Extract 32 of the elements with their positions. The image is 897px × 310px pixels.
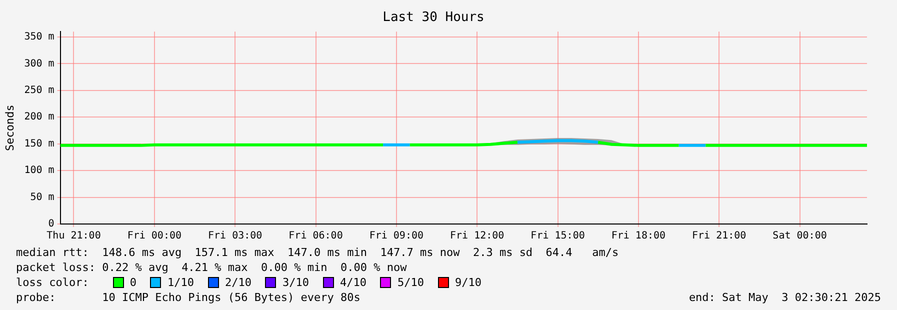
text: probe: 10 ICMP Echo Pings (56 Bytes) every 80s <box>16 290 360 305</box>
x-tick-label: Fri 00:00 <box>127 230 182 242</box>
legend-label: 9/10 <box>454 275 482 290</box>
y-tick-label: 250 m <box>24 84 54 96</box>
x-tick-label: Fri 09:00 <box>369 230 424 242</box>
x-tick-label: Fri 03:00 <box>208 230 262 242</box>
x-tick-label: Fri 21:00 <box>692 230 746 242</box>
legend-label: 0 <box>130 275 136 290</box>
x-tick-label: Fri 15:00 <box>530 230 585 242</box>
y-tick-label: 50 m <box>30 192 54 203</box>
x-tick-label: Fri 06:00 <box>288 230 343 242</box>
y-tick-label: 100 m <box>24 165 54 176</box>
x-tick-label: Sat 00:00 <box>772 230 827 242</box>
legend-title: loss color: <box>16 275 89 290</box>
y-tick-label: 0 <box>48 218 54 230</box>
legend-label: 1/10 <box>167 275 194 290</box>
legend-label: 2/10 <box>224 275 252 290</box>
y-tick-label: 350 m <box>24 32 54 43</box>
x-tick-label: Fri 12:00 <box>450 230 504 242</box>
x-tick-label: Fri 18:00 <box>611 230 666 242</box>
chart-title: Last 30 Hours <box>382 10 484 26</box>
y-tick-label: 300 m <box>24 58 54 70</box>
text: packet loss: 0.22 % avg 4.21 % max 0.00 % min 0.00 % now <box>16 260 408 275</box>
legend-label: 3/10 <box>282 275 309 290</box>
x-tick-label: Thu 21:00 <box>46 230 101 242</box>
y-tick-label: 150 m <box>24 138 54 150</box>
text: end: Sat May 3 02:30:21 2025 <box>688 290 881 305</box>
y-axis-title: Seconds <box>3 104 16 151</box>
text: median rtt: 148.6 ms avg 157.1 ms max 147.0 ms min 147.7 ms now 2.3 ms sd 64.4 am/s <box>16 245 620 260</box>
legend-label: 5/10 <box>397 275 424 290</box>
legend-label: 4/10 <box>340 275 366 290</box>
y-tick-label: 200 m <box>24 112 54 123</box>
